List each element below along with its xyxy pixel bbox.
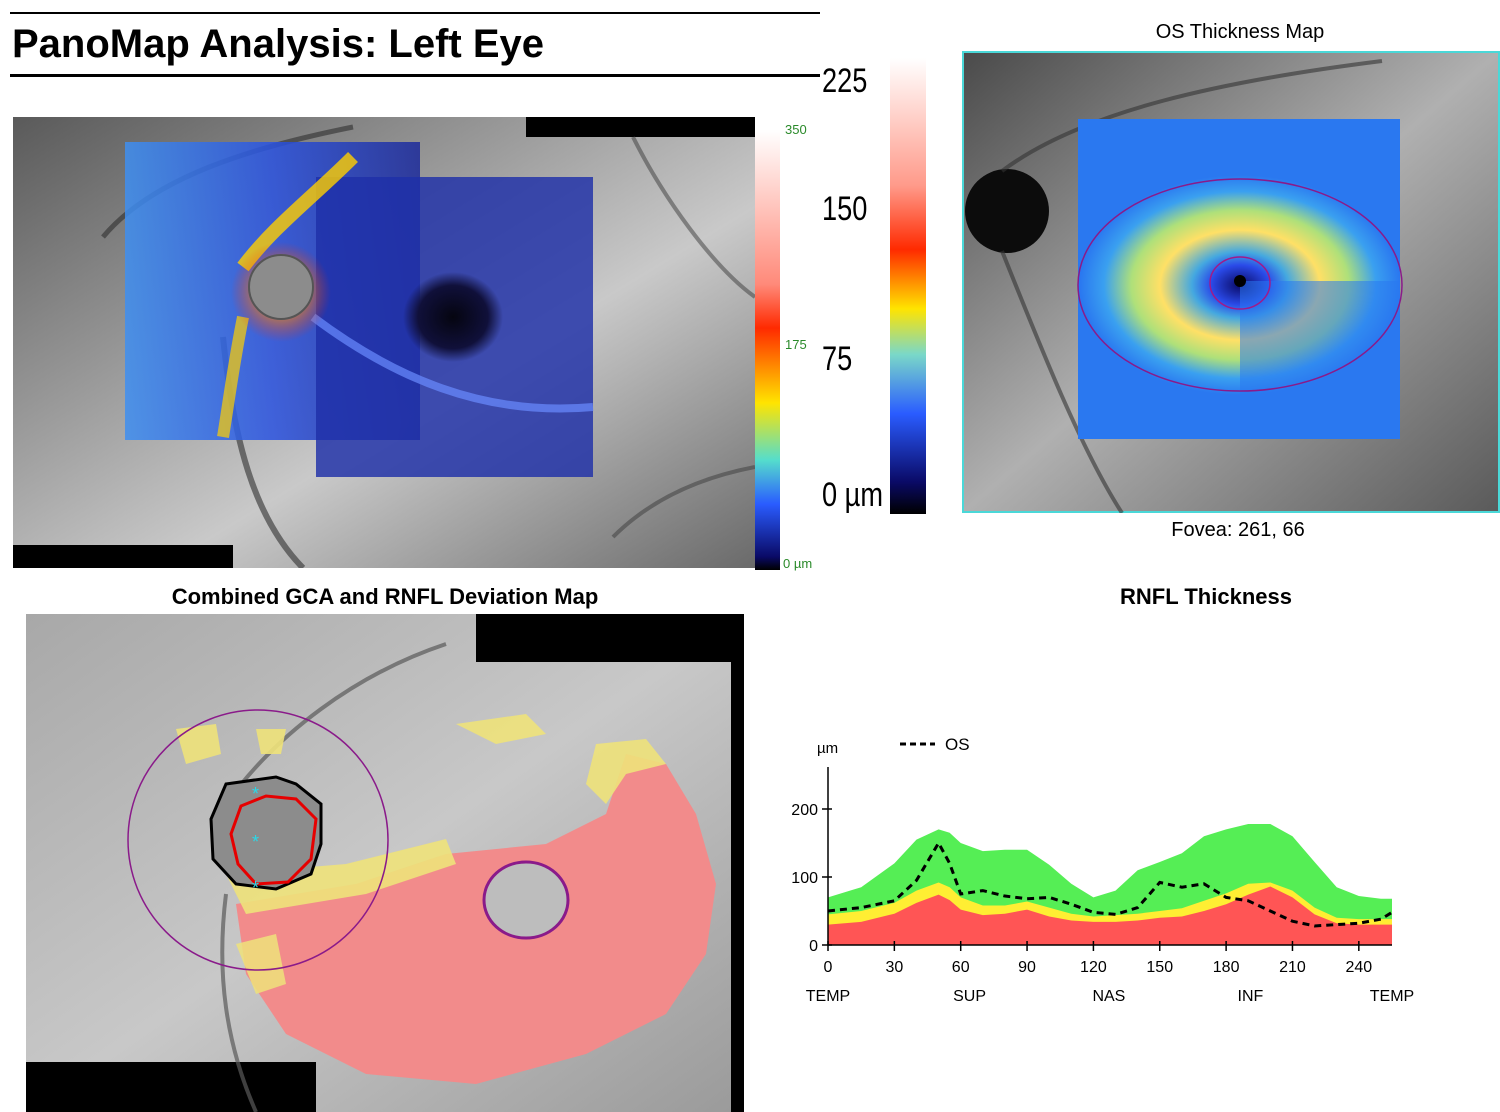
scale-large-bar — [890, 58, 926, 514]
rnfl-y-tick-label: 0 — [809, 938, 818, 955]
thickness-map-vessel — [1000, 59, 1383, 173]
panorama-vessel — [611, 465, 755, 539]
panorama-mask-bottom — [13, 545, 233, 568]
deviation-map-mask-top — [476, 614, 744, 662]
deviation-map-yellow-zone — [586, 739, 666, 804]
scale-large-label: 150 — [822, 190, 868, 228]
deviation-map-mask-bottom — [26, 1062, 316, 1112]
rnfl-x-tick-label: 30 — [885, 959, 903, 976]
rnfl-x-tick-label: 120 — [1080, 959, 1107, 976]
scale-small-bottom-label: 0 µm — [783, 556, 812, 571]
rnfl-x-tick-label: 150 — [1146, 959, 1173, 976]
deviation-map-disc-margin — [209, 775, 323, 891]
scale-small-bar — [755, 130, 780, 570]
deviation-map-yellow-zone — [456, 714, 546, 744]
deviation-map-marker: * — [252, 878, 259, 898]
deviation-map-marker: * — [252, 832, 259, 852]
deviation-map-yellow-zone — [226, 839, 456, 914]
rnfl-sector-label: NAS — [1092, 988, 1125, 1005]
rnfl-chart: 0 100 200 0 30 60 90 120 150 180 210 240 TEMP SUP NAS I… — [791, 735, 1414, 1005]
deviation-map-cup-margin — [229, 794, 318, 886]
panorama-optic-disc — [248, 254, 314, 320]
deviation-map-vessel — [220, 893, 258, 1112]
thickness-map-lower-right-sector — [1240, 281, 1400, 439]
deviation-map-title: Combined GCA and RNFL Deviation Map — [171, 584, 599, 609]
deviation-map-vessel — [224, 642, 447, 806]
scale-large-label: 0 µm — [822, 476, 884, 514]
scale-large-label: 75 — [822, 340, 853, 378]
title-bottom-rule — [10, 74, 820, 77]
rnfl-x-tick-label: 210 — [1279, 959, 1306, 976]
rnfl-x-tick-label: 180 — [1213, 959, 1240, 976]
thickness-map-inner-ring — [1209, 256, 1271, 310]
deviation-map-yellow-zone — [236, 934, 286, 994]
thickness-map-vessel — [1000, 250, 1124, 513]
rnfl-legend-os: OS — [945, 735, 970, 754]
rnfl-y-tick-label: 200 — [791, 802, 818, 819]
scale-small-top-label: 350 — [785, 122, 807, 137]
scale-large-label: 225 — [822, 62, 868, 100]
deviation-map-image: * * * — [26, 614, 744, 1112]
panorama-rnfl-bundle — [217, 315, 249, 438]
deviation-map-mask-right — [731, 662, 744, 1112]
scale-small-mid-label: 175 — [785, 337, 807, 352]
rnfl-x-tick-label: 240 — [1345, 959, 1372, 976]
rnfl-sector-label: SUP — [953, 988, 986, 1005]
page-title: PanoMap Analysis: Left Eye — [12, 22, 544, 66]
thickness-map-outer-ring — [1077, 178, 1403, 392]
deviation-map-onh-circle — [127, 709, 389, 971]
thickness-map-title: OS Thickness Map — [1155, 21, 1325, 43]
panorama-vessel — [631, 136, 755, 299]
rnfl-chart-title: RNFL Thickness — [1120, 584, 1292, 609]
panorama-thickness-image — [13, 117, 755, 568]
rnfl-x-tick-label: 0 — [824, 959, 833, 976]
rnfl-sector-label: INF — [1238, 988, 1264, 1005]
rnfl-y-tick-label: 100 — [791, 870, 818, 887]
rnfl-sector-label: TEMP — [806, 988, 850, 1005]
rnfl-sector-label: TEMP — [1370, 988, 1414, 1005]
deviation-map-marker: * — [252, 784, 259, 804]
rnfl-x-tick-label: 90 — [1018, 959, 1036, 976]
deviation-map-yellow-zone — [176, 724, 221, 764]
panorama-macula — [403, 272, 503, 362]
rnfl-series-os — [827, 839, 1393, 928]
panorama-rnfl-bundle — [310, 313, 594, 413]
deviation-map-red-zone — [236, 754, 716, 1084]
thickness-map-fovea — [1234, 275, 1246, 287]
thickness-map-image — [962, 51, 1500, 513]
rnfl-y-unit: µm — [817, 740, 838, 757]
thickness-map-optic-disc — [965, 169, 1049, 253]
deviation-map-yellow-zone — [256, 729, 286, 754]
rnfl-x-tick-label: 60 — [952, 959, 970, 976]
fovea-readout: Fovea: 261, 66 — [1171, 519, 1305, 541]
panorama-mask-top — [526, 117, 755, 137]
title-top-rule — [10, 12, 820, 14]
deviation-map-fovea-ring — [482, 860, 570, 940]
panorama-scale-small: 350 175 0 µm — [755, 122, 812, 571]
